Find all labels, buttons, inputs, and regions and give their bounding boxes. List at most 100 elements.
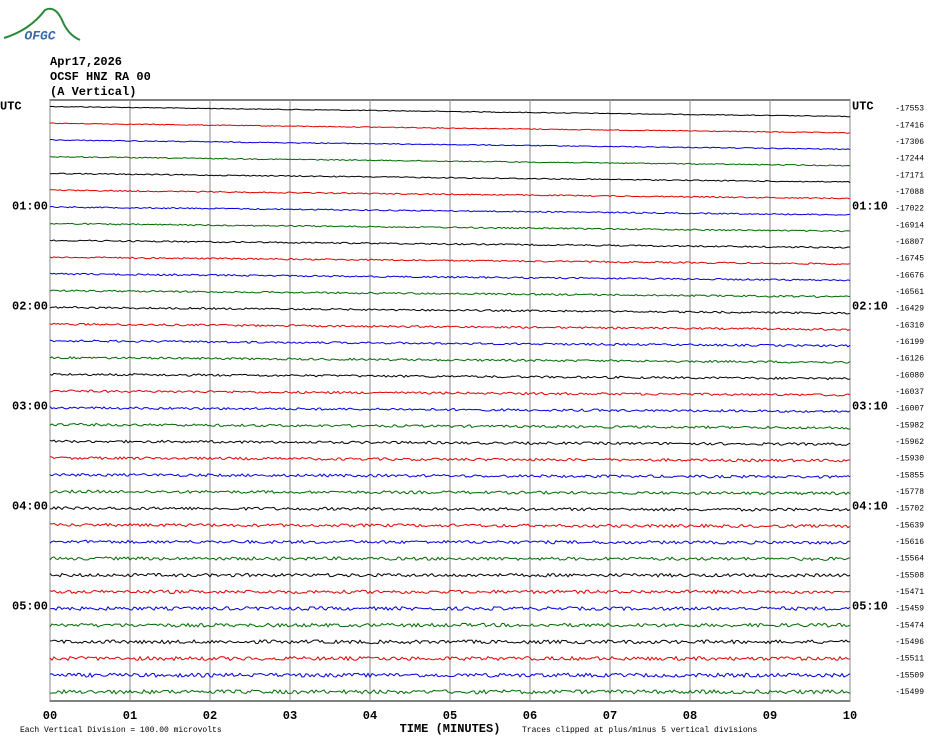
row-offset: -15962 xyxy=(895,438,924,447)
row-offset: -16745 xyxy=(895,255,924,264)
row-offset: -16310 xyxy=(895,321,924,330)
time-label-right: 01:10 xyxy=(852,200,888,214)
row-offset: -15702 xyxy=(895,505,924,514)
trace xyxy=(49,189,851,200)
trace xyxy=(49,406,851,413)
row-offset: -16037 xyxy=(895,388,924,397)
row-offset: -15459 xyxy=(895,605,924,614)
trace xyxy=(49,355,851,364)
x-tick-label: 03 xyxy=(283,709,297,723)
row-offset: -15474 xyxy=(895,621,924,630)
row-offset: -16676 xyxy=(895,271,924,280)
logo: OFGC xyxy=(24,28,55,43)
time-label-left: 04:00 xyxy=(12,500,48,514)
row-offset: -16199 xyxy=(895,338,924,347)
trace xyxy=(49,372,851,381)
trace xyxy=(49,239,851,249)
trace xyxy=(49,105,851,118)
row-offset: -16126 xyxy=(895,355,924,364)
row-offset: -16561 xyxy=(895,288,924,297)
x-tick-label: 05 xyxy=(443,709,457,723)
trace xyxy=(49,322,851,332)
row-offset: -15616 xyxy=(895,538,924,547)
trace xyxy=(49,205,851,216)
trace xyxy=(49,422,851,430)
row-offset: -16080 xyxy=(895,371,924,380)
trace xyxy=(49,489,851,496)
title-line: Apr17,2026 xyxy=(50,55,122,69)
trace xyxy=(49,556,851,562)
trace xyxy=(49,639,851,645)
row-offset: -16007 xyxy=(895,405,924,414)
trace xyxy=(49,289,851,298)
time-label-right: 03:10 xyxy=(852,400,888,414)
row-offset: -15511 xyxy=(895,655,924,664)
time-label-left: 03:00 xyxy=(12,400,48,414)
trace xyxy=(49,572,851,578)
row-offset: -15496 xyxy=(895,638,924,647)
trace xyxy=(49,472,851,479)
trace xyxy=(49,655,851,662)
x-tick-label: 10 xyxy=(843,709,857,723)
trace xyxy=(49,339,851,348)
trace xyxy=(49,605,851,612)
trace xyxy=(49,256,851,266)
title-line: OCSF HNZ RA 00 xyxy=(50,70,151,84)
row-offset: -15509 xyxy=(895,671,924,680)
row-offset: -15982 xyxy=(895,421,924,430)
x-tick-label: 09 xyxy=(763,709,777,723)
row-offset: -15778 xyxy=(895,488,924,497)
time-label-right: UTC xyxy=(852,100,874,114)
x-tick-label: 01 xyxy=(123,709,137,723)
trace xyxy=(49,122,851,134)
time-label-left: 05:00 xyxy=(12,600,48,614)
footer-note: Traces clipped at plus/minus 5 vertical … xyxy=(522,726,757,735)
x-tick-label: 08 xyxy=(683,709,697,723)
trace xyxy=(49,155,851,167)
trace xyxy=(49,222,851,233)
row-offset: -17088 xyxy=(895,188,924,197)
row-offset: -15930 xyxy=(895,455,924,464)
trace xyxy=(49,622,851,628)
x-tick-label: 06 xyxy=(523,709,537,723)
row-offset: -15639 xyxy=(895,521,924,530)
time-label-right: 02:10 xyxy=(852,300,888,314)
trace xyxy=(49,539,851,545)
trace xyxy=(49,272,851,282)
row-offset: -17244 xyxy=(895,155,924,164)
trace xyxy=(49,522,851,529)
trace xyxy=(49,688,851,695)
trace xyxy=(49,456,851,463)
time-label-left: 02:00 xyxy=(12,300,48,314)
trace xyxy=(49,139,851,151)
trace xyxy=(49,389,851,397)
row-offset: -15855 xyxy=(895,471,924,480)
row-offset: -15499 xyxy=(895,688,924,697)
row-offset: -16807 xyxy=(895,238,924,247)
row-offset: -15471 xyxy=(895,588,924,597)
row-offset: -17553 xyxy=(895,105,924,114)
time-label-right: 04:10 xyxy=(852,500,888,514)
x-tick-label: 00 xyxy=(43,709,57,723)
trace xyxy=(49,672,851,679)
title-line: (A Vertical) xyxy=(50,85,136,99)
row-offset: -17306 xyxy=(895,138,924,147)
x-axis-title: TIME (MINUTES) xyxy=(400,722,501,736)
row-offset: -16429 xyxy=(895,305,924,314)
time-label-left: 01:00 xyxy=(12,200,48,214)
trace xyxy=(49,439,851,447)
trace xyxy=(49,589,851,595)
time-label-left: UTC xyxy=(0,100,22,114)
footer-note: Each Vertical Division = 100.00 microvol… xyxy=(20,726,222,735)
trace xyxy=(49,172,851,183)
time-label-right: 05:10 xyxy=(852,600,888,614)
row-offset: -17416 xyxy=(895,121,924,130)
trace xyxy=(49,506,851,512)
x-tick-label: 04 xyxy=(363,709,377,723)
x-tick-label: 02 xyxy=(203,709,217,723)
row-offset: -16914 xyxy=(895,221,924,230)
row-offset: -15564 xyxy=(895,555,924,564)
row-offset: -17171 xyxy=(895,171,924,180)
row-offset: -17022 xyxy=(895,205,924,214)
